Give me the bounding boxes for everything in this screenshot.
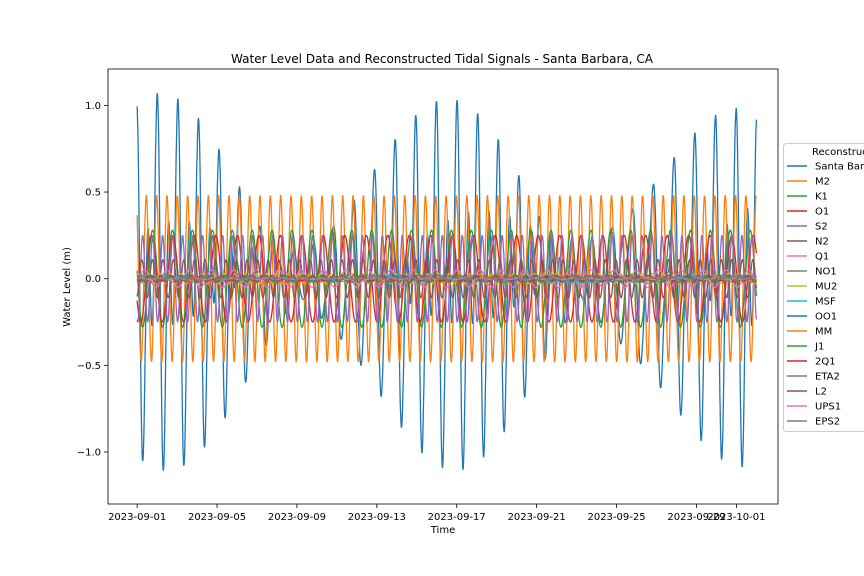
plot-area-frame bbox=[107, 68, 779, 505]
legend-entry-label: S2 bbox=[815, 222, 828, 233]
x-tick-label: 2023-09-29 bbox=[667, 512, 725, 523]
y-tick-label: 0.5 bbox=[85, 188, 101, 199]
series-line-s2 bbox=[136, 234, 758, 323]
legend-entry-label: K1 bbox=[815, 192, 828, 203]
y-tick-label: 0.0 bbox=[85, 274, 101, 285]
y-axis-label: Water Level (m) bbox=[62, 247, 73, 327]
x-tick-label: 2023-09-25 bbox=[587, 512, 645, 523]
legend-entry-label: MM bbox=[815, 327, 832, 338]
x-tick-label: 2023-10-01 bbox=[707, 512, 765, 523]
legend-entry-label: OO1 bbox=[815, 312, 837, 323]
legend-entry-label: M2 bbox=[815, 177, 830, 188]
x-tick-label: 2023-09-21 bbox=[508, 512, 566, 523]
y-tick-label: −0.5 bbox=[77, 361, 101, 372]
x-tick-label: 2023-09-13 bbox=[348, 512, 406, 523]
legend-entry-label: J1 bbox=[814, 342, 824, 353]
x-axis-label: Time bbox=[430, 525, 455, 536]
x-tick-label: 2023-09-09 bbox=[268, 512, 326, 523]
legend-title: Reconstructed bbox=[812, 147, 864, 158]
chart-title: Water Level Data and Reconstructed Tidal… bbox=[231, 52, 654, 66]
y-axis: 1.0 0.5 0.0 −0.5 −1.0 bbox=[77, 101, 108, 459]
series-line-m2 bbox=[136, 194, 757, 363]
legend-entry-label: O1 bbox=[815, 207, 829, 218]
series-line-santa-barbara bbox=[136, 92, 758, 471]
x-axis: 2023-09-01 2023-09-05 2023-09-09 2023-09-13… bbox=[108, 504, 765, 523]
legend-entry-label: MSF bbox=[815, 297, 836, 308]
series-line-eps2 bbox=[136, 277, 757, 281]
legend-entry-label: MU2 bbox=[815, 282, 837, 293]
x-tick-label: 2023-09-17 bbox=[428, 512, 486, 523]
legend-entry-label: ETA2 bbox=[815, 372, 840, 383]
legend-entry-label: N2 bbox=[815, 237, 829, 248]
series-line-n2 bbox=[136, 258, 758, 299]
legend: Reconstructed Santa Barbara M2 K1 O1 S2 N2 Q1 N… bbox=[783, 143, 864, 432]
legend-entry-label: NO1 bbox=[815, 267, 837, 278]
legend-entry-label: UPS1 bbox=[815, 402, 841, 413]
y-tick-label: −1.0 bbox=[77, 448, 101, 459]
legend-entries: Santa Barbara M2 K1 O1 S2 N2 Q1 NO1 MU2 MSF OO1 MM J… bbox=[787, 162, 864, 428]
y-tick-label: 1.0 bbox=[85, 101, 101, 112]
legend-entry-label: EPS2 bbox=[815, 417, 840, 428]
legend-entry-label: Q1 bbox=[815, 252, 829, 263]
x-tick-label: 2023-09-01 bbox=[108, 512, 166, 523]
series-layer bbox=[136, 92, 758, 471]
legend-frame bbox=[783, 143, 864, 432]
x-tick-label: 2023-09-05 bbox=[188, 512, 246, 523]
legend-entry-label: 2Q1 bbox=[815, 357, 836, 368]
legend-entry-label: Santa Barbara bbox=[815, 162, 864, 173]
legend-entry-label: L2 bbox=[815, 387, 827, 398]
